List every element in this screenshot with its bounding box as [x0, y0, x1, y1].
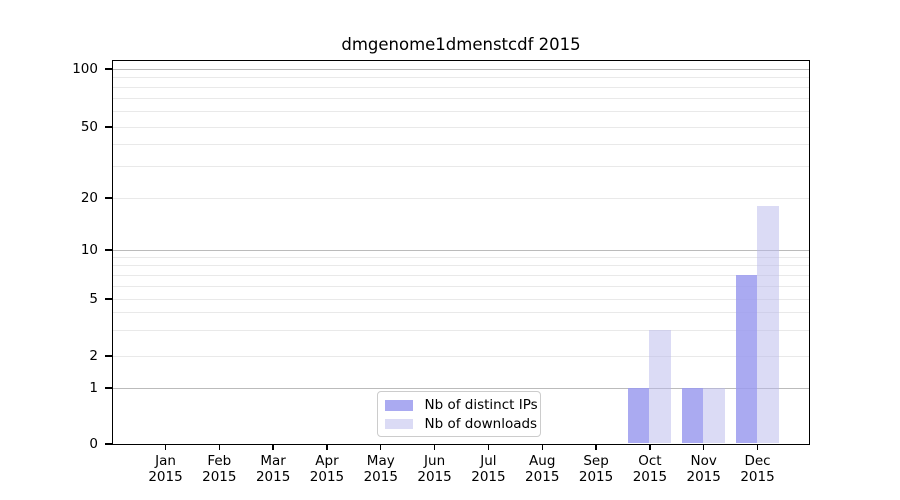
- gridline-minor: [113, 298, 809, 300]
- x-axis-month-label: Oct 2015: [632, 453, 668, 486]
- gridline-major: [113, 249, 809, 251]
- y-axis-tick-label: 0: [89, 436, 98, 452]
- bar-nb-of-downloads-oct: [649, 330, 671, 444]
- y-tick-mark: [105, 249, 112, 251]
- x-axis-month-label: Apr 2015: [309, 453, 345, 486]
- y-tick-mark: [105, 387, 112, 389]
- y-tick-mark: [105, 126, 112, 128]
- gridline-minor: [113, 285, 809, 287]
- y-tick-mark: [105, 68, 112, 70]
- gridline-minor: [113, 355, 809, 357]
- gridline-major: [113, 68, 809, 70]
- gridline-minor: [113, 197, 809, 199]
- y-tick-mark: [105, 443, 112, 445]
- legend-label: Nb of downloads: [424, 415, 538, 432]
- gridline-minor: [113, 312, 809, 314]
- x-axis-month-label: Jan 2015: [148, 453, 183, 486]
- x-tick-mark: [164, 445, 167, 450]
- bar-nb-of-distinct-ips-dec: [735, 274, 758, 444]
- x-tick-mark: [272, 445, 274, 450]
- y-tick-mark: [105, 197, 112, 199]
- legend-item: Nb of distinct IPs: [385, 396, 540, 415]
- y-axis-tick-label: 10: [80, 242, 98, 258]
- gridline-minor: [113, 166, 809, 168]
- gridline-minor: [113, 257, 809, 259]
- bar-nb-of-downloads-nov: [703, 387, 725, 444]
- plot-inner: [113, 61, 809, 444]
- x-tick-mark: [380, 445, 382, 450]
- plot-area: [112, 60, 810, 445]
- x-tick-mark: [433, 445, 436, 450]
- bar-nb-of-downloads-dec: [757, 205, 779, 444]
- gridline-major: [113, 387, 809, 389]
- x-tick-mark: [595, 445, 597, 450]
- chart-title: dmgenome1dmenstcdf 2015: [341, 35, 581, 54]
- x-axis-month-label: Dec 2015: [740, 453, 775, 486]
- x-axis-month-label: Feb 2015: [202, 453, 237, 486]
- x-axis-month-label: Jun 2015: [417, 453, 452, 486]
- x-tick-mark: [218, 445, 220, 450]
- legend-swatch-downloads: [385, 418, 413, 429]
- bar-nb-of-distinct-ips-oct: [627, 387, 650, 444]
- x-axis-month-label: May 2015: [363, 453, 398, 486]
- x-tick-mark: [487, 445, 490, 450]
- gridline-minor: [113, 126, 809, 128]
- legend-label: Nb of distinct IPs: [424, 397, 538, 414]
- x-tick-mark: [541, 445, 543, 450]
- x-axis-month-label: Sep 2015: [578, 453, 614, 486]
- legend-item: Nb of downloads: [385, 415, 540, 434]
- gridline-minor: [113, 111, 809, 113]
- x-tick-mark: [703, 445, 705, 450]
- x-axis-month-label: Jul 2015: [471, 453, 506, 486]
- x-tick-mark: [649, 445, 651, 450]
- legend: Nb of distinct IPs Nb of downloads: [377, 391, 541, 437]
- y-axis-tick-label: 50: [80, 119, 98, 135]
- y-tick-mark: [105, 355, 112, 357]
- y-axis-tick-label: 100: [72, 61, 98, 77]
- gridline-minor: [113, 330, 809, 332]
- gridline-minor: [113, 265, 809, 267]
- x-axis-month-label: Mar 2015: [255, 453, 291, 486]
- gridline-minor: [113, 274, 809, 276]
- bar-nb-of-distinct-ips-nov: [681, 387, 704, 444]
- x-tick-mark: [756, 445, 759, 450]
- x-axis-month-label: Aug 2015: [525, 453, 560, 486]
- y-axis-tick-label: 5: [89, 291, 98, 307]
- y-axis-tick-label: 2: [89, 348, 98, 364]
- gridline-minor: [113, 143, 809, 145]
- gridline-minor: [113, 87, 809, 89]
- y-axis-tick-label: 20: [80, 190, 98, 206]
- gridline-minor: [113, 77, 809, 79]
- x-tick-mark: [326, 445, 328, 450]
- x-axis-month-label: Nov 2015: [686, 453, 721, 486]
- y-axis-tick-label: 1: [89, 380, 98, 396]
- legend-swatch-distinct-ips: [385, 400, 413, 411]
- gridline-minor: [113, 98, 809, 100]
- y-tick-mark: [105, 298, 112, 300]
